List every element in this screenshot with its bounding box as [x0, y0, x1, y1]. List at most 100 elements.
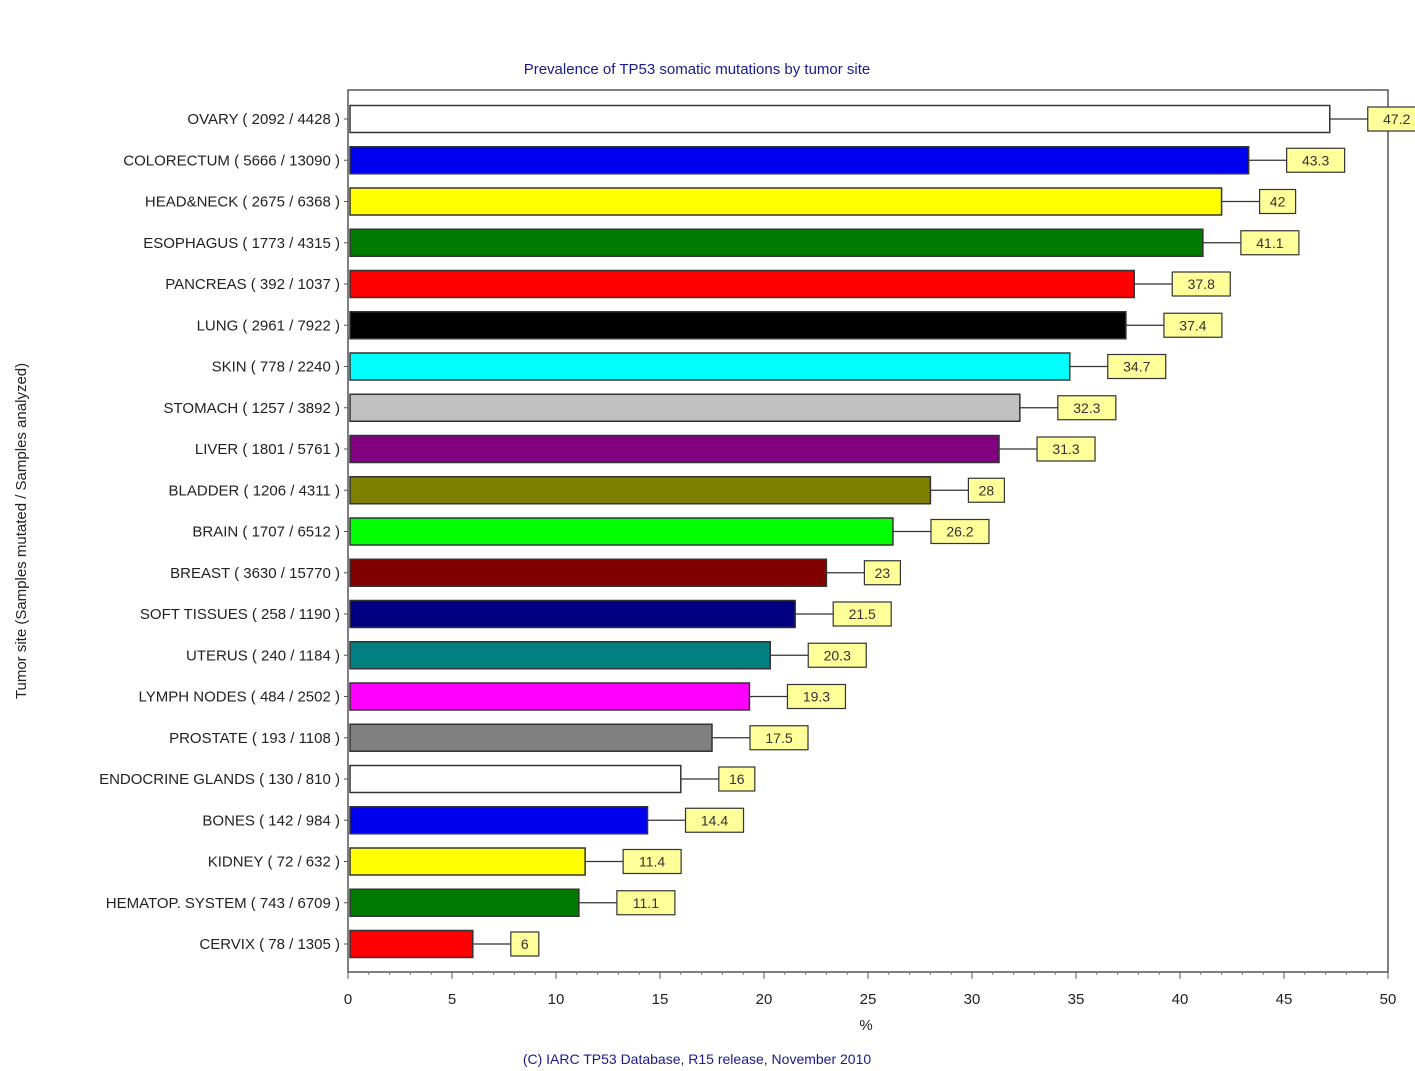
category-label: SOFT TISSUES ( 258 / 1190 ): [140, 606, 340, 623]
category-label: BONES ( 142 / 984 ): [202, 812, 340, 829]
category-label: PROSTATE ( 193 / 1108 ): [169, 730, 340, 747]
category-label: SKIN ( 778 / 2240 ): [212, 359, 340, 376]
category-label: STOMACH ( 1257 / 3892 ): [164, 400, 340, 417]
data-label-box: [718, 766, 756, 792]
data-label-box: [1258, 188, 1297, 215]
x-tick-label: 40: [1172, 991, 1189, 1008]
data-label-box: [1240, 230, 1300, 256]
bar: [349, 311, 1127, 340]
x-axis-title: %: [859, 1017, 872, 1034]
category-label: BREAST ( 3630 / 15770 ): [170, 565, 340, 582]
x-tick-label: 25: [860, 991, 877, 1008]
data-label-box: [807, 642, 867, 668]
bar: [349, 764, 682, 794]
category-label: LYMPH NODES ( 484 / 2502 ): [139, 689, 340, 706]
data-label: 6: [521, 936, 529, 952]
bar: [349, 599, 796, 629]
data-label: 28: [979, 482, 995, 498]
category-label: ENDOCRINE GLANDS ( 130 / 810 ): [99, 771, 340, 788]
bar: [349, 723, 713, 752]
data-label-box: [967, 477, 1006, 503]
category-label: PANCREAS ( 392 / 1037 ): [165, 276, 340, 293]
category-label: OVARY ( 2092 / 4428 ): [187, 111, 340, 128]
data-label-box: [1036, 436, 1096, 462]
category-label: COLORECTUM ( 5666 / 13090 ): [123, 152, 340, 169]
data-label-box: [622, 848, 682, 875]
category-label: LIVER ( 1801 / 5761 ): [195, 441, 340, 458]
category-label: HEAD&NECK ( 2675 / 6368 ): [145, 194, 340, 211]
data-label-box: [786, 683, 847, 710]
bar: [349, 476, 932, 505]
x-tick-label: 5: [448, 991, 456, 1008]
data-label: 37.8: [1188, 276, 1215, 292]
category-label: ESOPHAGUS ( 1773 / 4315 ): [143, 235, 340, 252]
bar: [349, 187, 1223, 216]
data-label: 34.7: [1123, 359, 1150, 375]
bar: [349, 517, 894, 546]
bar: [349, 558, 828, 587]
data-label-box: [863, 560, 902, 586]
data-label: 31.3: [1052, 441, 1079, 457]
y-axis-title: Tumor site (Samples mutated / Samples an…: [13, 363, 30, 699]
data-label-box: [832, 601, 892, 627]
data-label-box: [930, 518, 990, 545]
x-tick-label: 30: [964, 991, 981, 1008]
data-label-box: [1171, 271, 1231, 297]
bar: [349, 352, 1071, 381]
data-label-box: [1367, 106, 1415, 132]
category-label: KIDNEY ( 72 / 632 ): [208, 854, 340, 871]
data-label-box: [1286, 147, 1346, 173]
data-label: 43.3: [1302, 152, 1329, 168]
x-tick-label: 50: [1380, 991, 1397, 1008]
bar: [349, 847, 586, 876]
data-label: 32.3: [1073, 400, 1100, 416]
x-axis: 0 5 10 15 20 25 30 35 40 45 50: [344, 972, 1397, 1008]
data-label-box: [1163, 312, 1223, 338]
data-label-box: [684, 807, 745, 833]
data-label-box: [510, 931, 540, 957]
category-label: BRAIN ( 1707 / 6512 ): [192, 524, 340, 541]
data-label: 19.3: [803, 689, 830, 705]
bar: [349, 228, 1204, 257]
data-label: 17.5: [765, 730, 792, 746]
data-label: 16: [729, 771, 745, 787]
data-label: 21.5: [849, 606, 876, 622]
data-label: 23: [875, 565, 891, 581]
bar: [349, 146, 1250, 175]
bar: [349, 888, 580, 917]
bar: [349, 929, 474, 959]
bar: [349, 393, 1021, 422]
x-tick-label: 15: [652, 991, 669, 1008]
bar: [349, 806, 649, 835]
data-label: 37.4: [1179, 317, 1206, 333]
chart-title: Prevalence of TP53 somatic mutations by …: [524, 61, 871, 78]
x-tick-label: 0: [344, 991, 352, 1008]
data-label: 47.2: [1383, 111, 1410, 127]
category-label: LUNG ( 2961 / 7922 ): [197, 317, 340, 334]
copyright-footer: (C) IARC TP53 Database, R15 release, Nov…: [523, 1051, 872, 1067]
data-label-box: [1057, 395, 1117, 421]
bars-layer: OVARY ( 2092 / 4428 ) 47.2 COLORECTUM ( 56…: [99, 104, 1415, 959]
data-label: 20.3: [824, 647, 851, 663]
data-label: 41.1: [1256, 235, 1283, 251]
data-label: 11.4: [639, 854, 665, 870]
bar: [349, 641, 771, 670]
category-label: CERVIX ( 78 / 1305 ): [199, 936, 340, 953]
bar: [349, 269, 1135, 299]
data-label: 42: [1270, 194, 1286, 210]
data-label-box: [749, 725, 809, 751]
x-tick-label: 20: [756, 991, 773, 1008]
data-label-box: [1107, 353, 1167, 380]
category-label: UTERUS ( 240 / 1184 ): [186, 647, 340, 664]
data-label-box: [616, 890, 676, 916]
bar: [349, 104, 1331, 134]
data-label: 14.4: [701, 812, 728, 828]
data-label: 26.2: [946, 524, 973, 540]
data-label: 11.1: [633, 895, 659, 911]
category-label: BLADDER ( 1206 / 4311 ): [169, 482, 340, 499]
bar: [349, 434, 1000, 464]
x-tick-label: 10: [548, 991, 565, 1008]
bar: [349, 682, 751, 711]
category-label: HEMATOP. SYSTEM ( 743 / 6709 ): [106, 895, 340, 912]
